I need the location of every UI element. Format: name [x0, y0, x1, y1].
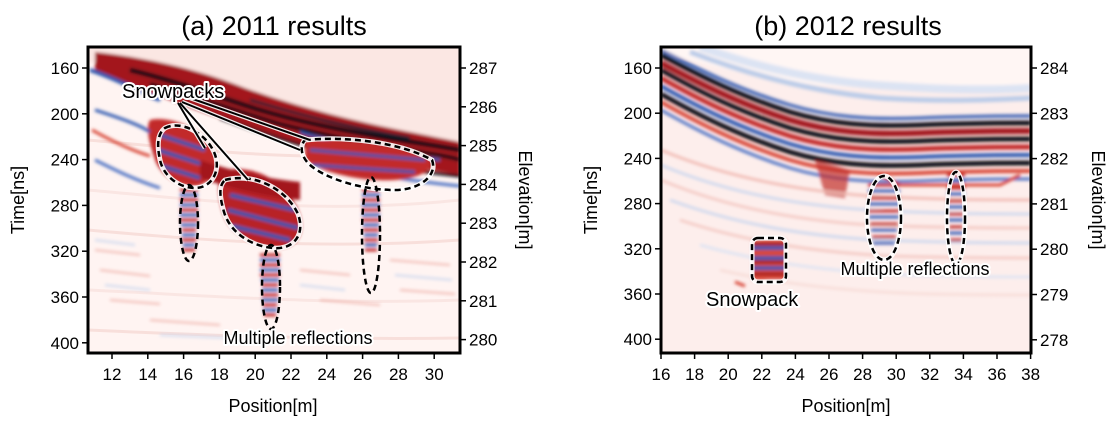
panel-b-multiple-label: Multiple reflections — [840, 259, 989, 279]
elevation-tick-label: 281 — [469, 292, 497, 311]
y-tick-label: 320 — [624, 240, 652, 259]
y-tick-label: 280 — [624, 195, 652, 214]
x-tick-label: 20 — [719, 365, 738, 384]
elevation-tick-label: 281 — [1040, 195, 1068, 214]
elevation-tick-label: 287 — [469, 59, 497, 78]
panel-a-ylabel-left: Time[ns] — [8, 166, 28, 234]
y-tick-label: 200 — [624, 104, 652, 123]
panel-b-ylabel-right: Elevation[m] — [1088, 150, 1108, 249]
x-tick-label: 30 — [425, 365, 444, 384]
elevation-tick-label: 278 — [1040, 331, 1068, 350]
panel-a-callout-lines — [176, 95, 311, 182]
x-tick-label: 34 — [954, 365, 973, 384]
elevation-tick-label: 284 — [469, 175, 497, 194]
x-tick-label: 32 — [920, 365, 939, 384]
y-tick-label: 400 — [51, 334, 79, 353]
panel-a-dashed-outlines — [155, 123, 436, 331]
elevation-tick-label: 280 — [469, 331, 497, 350]
panel-b-axes: 16 18 20 22 24 26 28 30 32 34 36 38 160 200 240 280 320 3… — [624, 59, 1069, 384]
x-tick-label: 30 — [887, 365, 906, 384]
panel-a-xlabel: Position[m] — [228, 396, 317, 416]
x-tick-label: 22 — [752, 365, 771, 384]
x-tick-label: 16 — [174, 365, 193, 384]
elevation-tick-label: 279 — [1040, 286, 1068, 305]
panel-b-frame — [659, 45, 1033, 355]
panel-b-dashed-outlines — [749, 169, 968, 285]
x-tick-label: 28 — [853, 365, 872, 384]
y-tick-label: 280 — [51, 196, 79, 215]
x-tick-label: 24 — [317, 365, 336, 384]
y-tick-label: 400 — [624, 330, 652, 349]
y-tick-label: 240 — [624, 149, 652, 168]
x-tick-label: 38 — [1021, 365, 1040, 384]
panel-a-frame — [86, 45, 462, 355]
x-tick-label: 36 — [988, 365, 1007, 384]
panel-a: (a) 2011 results — [8, 11, 535, 416]
panel-a-title: (a) 2011 results — [181, 11, 367, 41]
x-tick-label: 18 — [685, 365, 704, 384]
panel-a-multiple-label: Multiple reflections — [223, 328, 372, 348]
y-tick-label: 320 — [51, 242, 79, 261]
x-tick-label: 20 — [246, 365, 265, 384]
panel-b-title: (b) 2012 results — [754, 11, 942, 41]
elevation-tick-label: 286 — [469, 98, 497, 117]
elevation-tick-label: 280 — [1040, 240, 1068, 259]
x-tick-label: 26 — [820, 365, 839, 384]
x-tick-label: 12 — [103, 365, 122, 384]
panel-b-ylabel-left: Time[ns] — [581, 166, 601, 234]
y-tick-label: 200 — [51, 105, 79, 124]
panel-a-axes: 12 14 16 18 20 22 24 26 28 30 160 200 240 280 320 360 40… — [51, 59, 498, 384]
panel-a-snowpacks-label: Snowpacks — [122, 81, 224, 103]
panel-b-radargram — [661, 47, 1031, 353]
panel-b: (b) 2012 results — [581, 11, 1108, 416]
y-tick-label: 160 — [51, 59, 79, 78]
y-tick-label: 360 — [624, 285, 652, 304]
elevation-tick-label: 282 — [1040, 150, 1068, 169]
y-tick-label: 240 — [51, 151, 79, 170]
x-tick-label: 14 — [138, 365, 157, 384]
x-tick-label: 22 — [282, 365, 301, 384]
elevation-tick-label: 285 — [469, 137, 497, 156]
panel-b-xlabel: Position[m] — [801, 396, 890, 416]
panel-b-snowpack-label: Snowpack — [706, 289, 799, 311]
x-tick-label: 26 — [353, 365, 372, 384]
x-tick-label: 16 — [652, 365, 671, 384]
elevation-tick-label: 282 — [469, 253, 497, 272]
y-tick-label: 160 — [624, 59, 652, 78]
panel-a-radargram — [88, 47, 460, 353]
panel-a-ylabel-right: Elevation[m] — [515, 150, 535, 249]
x-tick-label: 18 — [210, 365, 229, 384]
elevation-tick-label: 283 — [1040, 104, 1068, 123]
y-tick-label: 360 — [51, 288, 79, 307]
elevation-tick-label: 284 — [1040, 59, 1068, 78]
x-tick-label: 28 — [389, 365, 408, 384]
x-tick-label: 24 — [786, 365, 805, 384]
elevation-tick-label: 283 — [469, 214, 497, 233]
